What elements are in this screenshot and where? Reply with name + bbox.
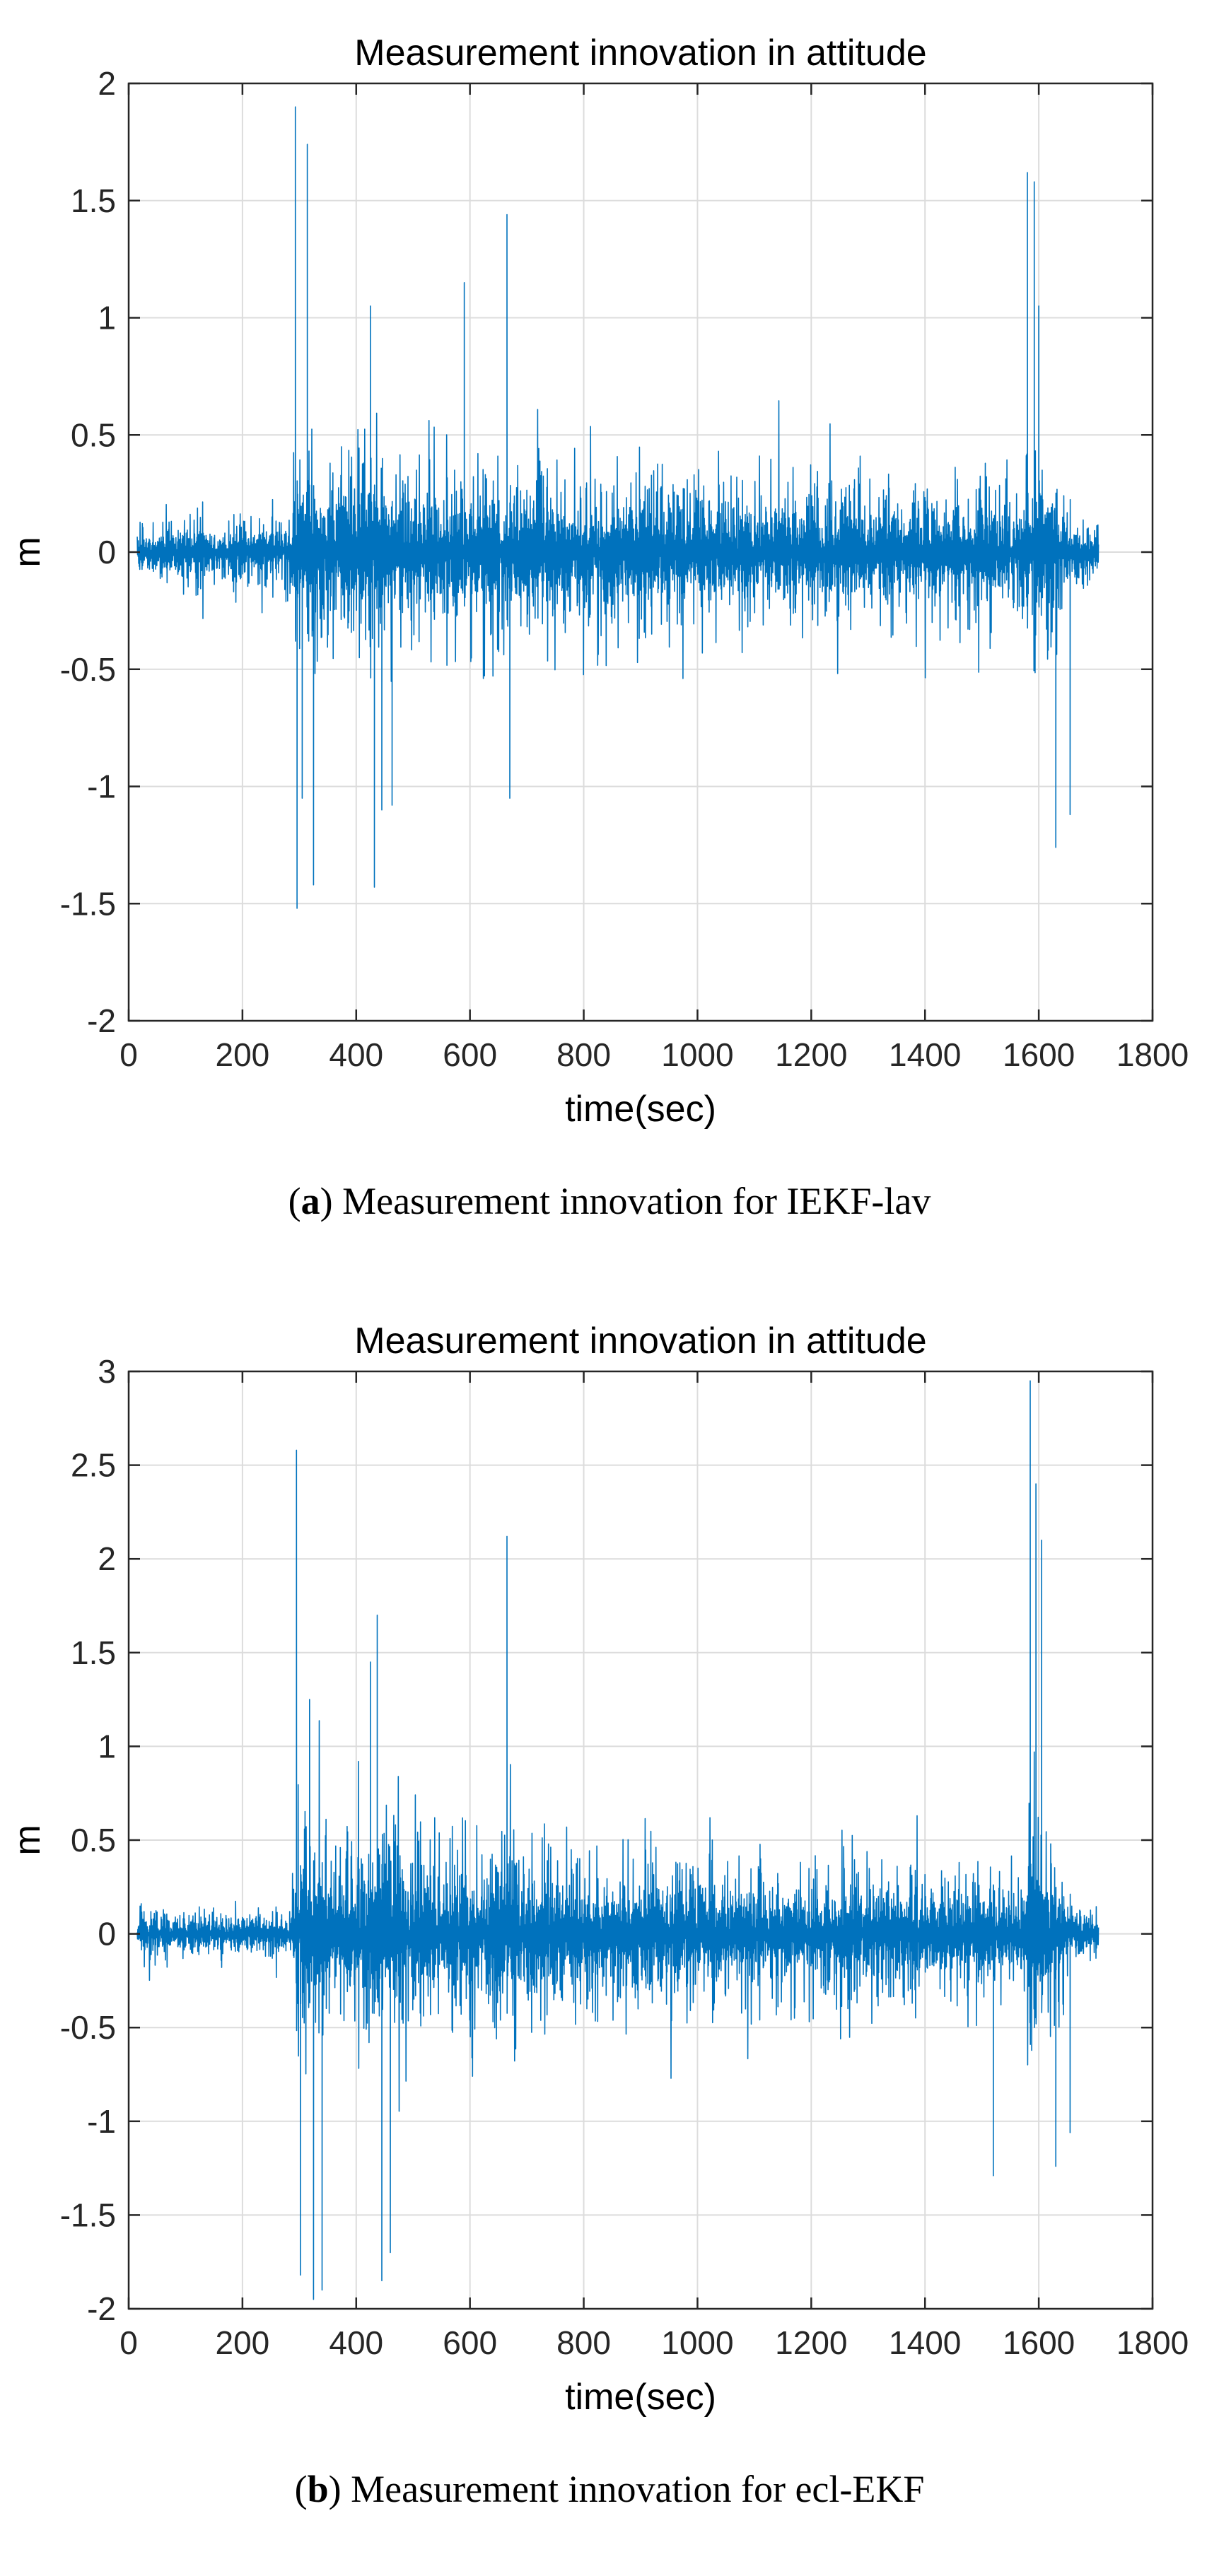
y-tick-label: 3	[98, 1353, 116, 1390]
series-line-innovation	[136, 106, 1100, 909]
y-tick-label: -1.5	[60, 885, 116, 922]
chart-b: 0 200 400 600 800 1000 1200 1400 1600 1800 -2 -1.5 -…	[7, 1321, 1189, 2418]
ticks	[127, 1370, 1154, 2310]
chart-title: Measurement innovation in attitude	[354, 33, 926, 74]
caption-b-text: Measurement innovation for ecl-EKF	[341, 2468, 925, 2510]
caption-b: (b) Measurement innovation for ecl-EKF	[294, 2468, 925, 2510]
x-tick-label: 1800	[1116, 1036, 1189, 1073]
x-tick-label: 600	[443, 2324, 497, 2361]
series-line-innovation	[136, 1380, 1100, 2300]
caption-a: (a) Measurement innovation for IEKF-lav	[288, 1180, 931, 1222]
y-tick-label: 0.5	[71, 416, 116, 453]
grid	[129, 83, 1153, 1021]
y-tick-label: -0.5	[60, 2009, 116, 2046]
y-tick-label: -0.5	[60, 651, 116, 688]
y-tick-label: 1.5	[71, 1634, 116, 1671]
x-tick-label: 800	[556, 2324, 611, 2361]
x-tick-label: 1200	[775, 1036, 847, 1073]
panel-b: 0 200 400 600 800 1000 1200 1400 1600 1800 -2 -1.5 -…	[0, 1288, 1219, 2576]
x-tick-label: 1000	[661, 2324, 733, 2361]
x-tick-label: 1800	[1116, 2324, 1189, 2361]
panel-a: 0 200 400 600 800 1000 1200 1400 1600 1800 -2 -1.5 -…	[7, 33, 1189, 1222]
x-tick-label: 400	[329, 2324, 383, 2361]
chart-title: Measurement innovation in attitude	[354, 1321, 926, 1362]
y-tick-label: -2	[87, 2290, 116, 2327]
y-tick-label: 2	[98, 1540, 116, 1577]
caption-b-label: b	[307, 2468, 329, 2510]
y-tick-label: 0.5	[71, 1822, 116, 1858]
y-tick-label: 1	[98, 300, 116, 336]
ticks	[127, 82, 1154, 1022]
x-tick-label: 1600	[1003, 1036, 1075, 1073]
y-tick-label: -1	[87, 2103, 116, 2140]
y-tick-label: 2.5	[71, 1447, 116, 1484]
x-tick-label: 600	[443, 1036, 497, 1073]
x-tick-label: 0	[119, 1036, 138, 1073]
y-tick-label: -1	[87, 768, 116, 805]
y-tick-label: 0	[98, 1916, 116, 1953]
x-tick-label: 1400	[889, 1036, 961, 1073]
y-tick-label: 1	[98, 1728, 116, 1764]
x-axis-label: time(sec)	[565, 2377, 716, 2418]
x-tick-label: 1000	[661, 1036, 733, 1073]
y-tick-label: -1.5	[60, 2196, 116, 2233]
y-tick-label: 2	[98, 65, 116, 102]
y-tick-label: 0	[98, 534, 116, 570]
y-axis-label: m	[7, 537, 48, 567]
caption-a-text: Measurement innovation for IEKF-lav	[332, 1180, 931, 1222]
x-tick-label: 1200	[775, 2324, 847, 2361]
x-tick-label: 400	[329, 1036, 383, 1073]
y-tick-label: 1.5	[71, 182, 116, 219]
x-tick-label: 1400	[889, 2324, 961, 2361]
x-tick-label: 0	[119, 2324, 138, 2361]
y-axis-label: m	[7, 1825, 48, 1855]
caption-a-label: a	[301, 1180, 320, 1222]
x-tick-label: 1600	[1003, 2324, 1075, 2361]
x-axis-label: time(sec)	[565, 1089, 716, 1130]
y-tick-label: -2	[87, 1002, 116, 1039]
chart-a: 0 200 400 600 800 1000 1200 1400 1600 1800 -2 -1.5 -…	[7, 33, 1189, 1130]
x-tick-label: 200	[216, 2324, 270, 2361]
x-tick-label: 800	[556, 1036, 611, 1073]
x-tick-label: 200	[216, 1036, 270, 1073]
